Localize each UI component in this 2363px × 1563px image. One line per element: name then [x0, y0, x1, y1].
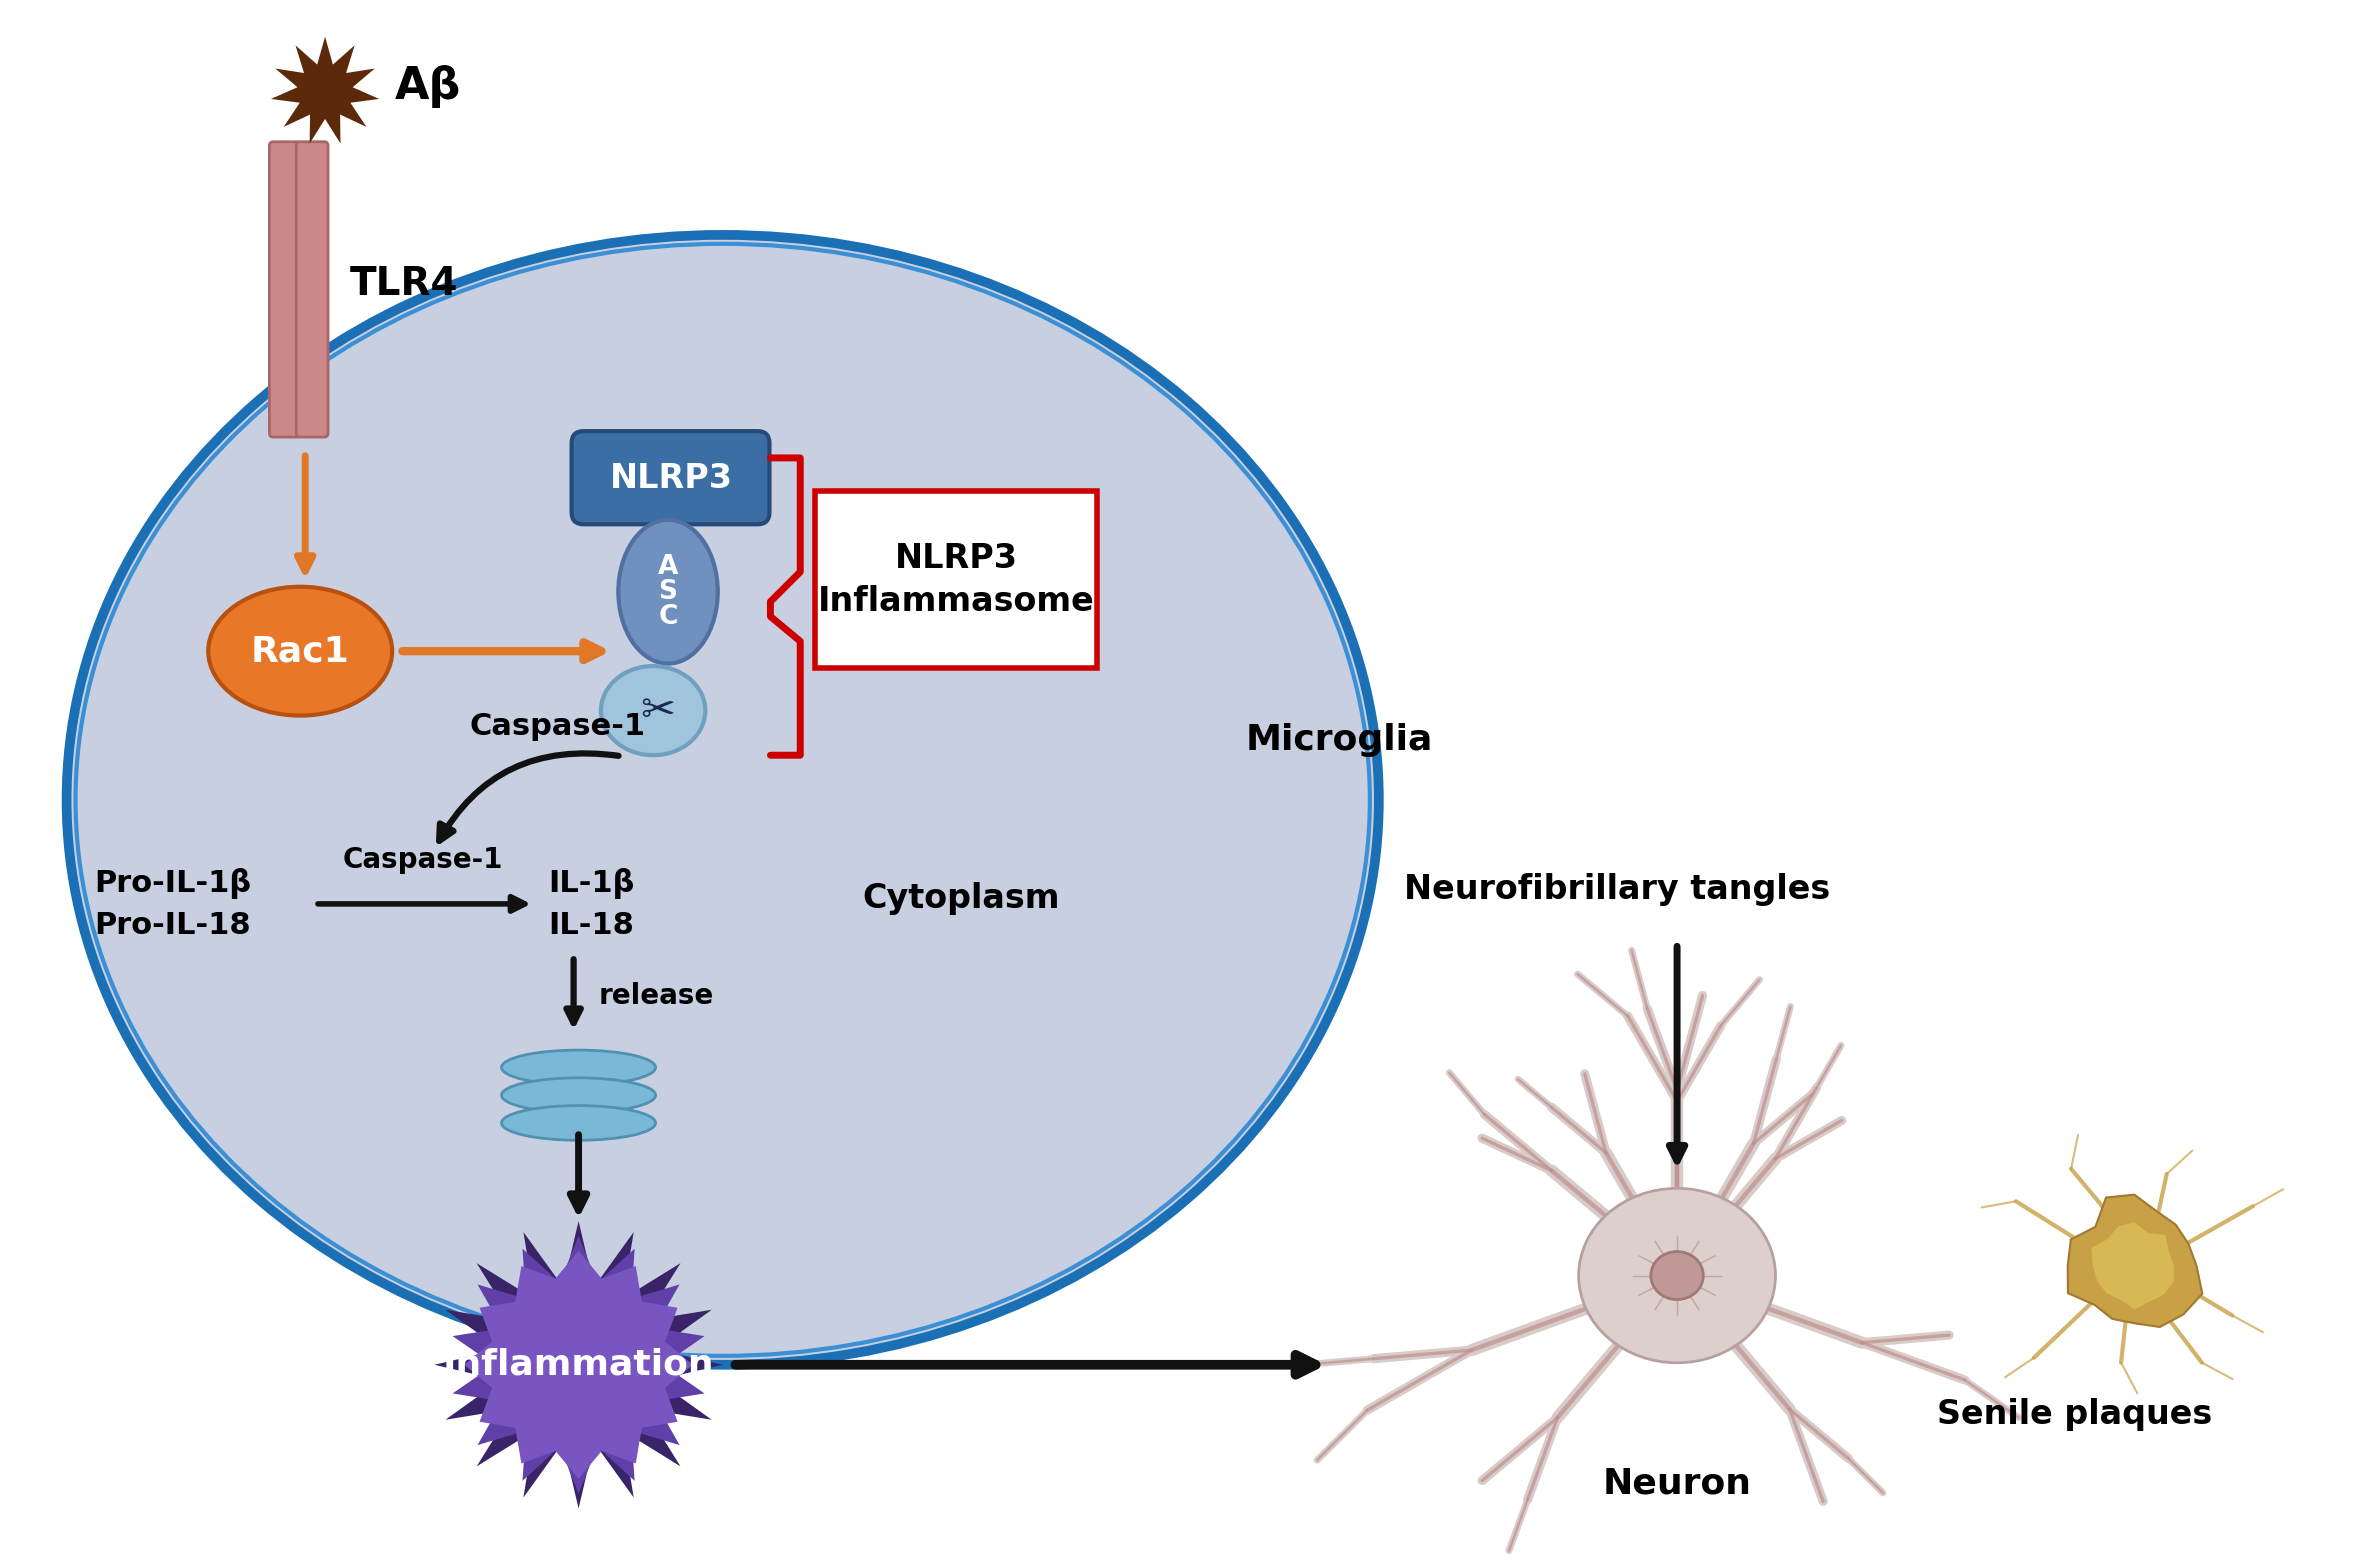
Ellipse shape [501, 1050, 655, 1085]
Text: Pro-IL-1β
Pro-IL-18: Pro-IL-1β Pro-IL-18 [95, 867, 250, 939]
Polygon shape [2068, 1194, 2202, 1327]
Text: A
S
C: A S C [657, 553, 678, 630]
Text: Neurofibrillary tangles: Neurofibrillary tangles [1404, 872, 1831, 905]
Text: Inflammation: Inflammation [442, 1347, 714, 1382]
Text: Cytoplasm: Cytoplasm [862, 883, 1061, 916]
Text: Microglia: Microglia [1245, 724, 1432, 758]
Ellipse shape [619, 520, 718, 664]
Polygon shape [2091, 1222, 2174, 1310]
Ellipse shape [1652, 1252, 1704, 1299]
Ellipse shape [208, 586, 392, 716]
FancyBboxPatch shape [295, 142, 328, 438]
Text: Rac1: Rac1 [250, 635, 350, 667]
FancyBboxPatch shape [269, 142, 300, 438]
Polygon shape [272, 36, 378, 144]
Text: ✂: ✂ [640, 689, 676, 731]
Text: NLRP3: NLRP3 [610, 463, 733, 495]
Text: TLR4: TLR4 [350, 266, 458, 303]
Text: Neuron: Neuron [1602, 1466, 1751, 1500]
Ellipse shape [66, 234, 1380, 1364]
Text: NLRP3
Inflammasome: NLRP3 Inflammasome [818, 542, 1094, 617]
Ellipse shape [600, 666, 704, 755]
Text: Caspase-1: Caspase-1 [343, 846, 503, 874]
Text: Caspase-1: Caspase-1 [470, 713, 645, 741]
FancyBboxPatch shape [572, 431, 770, 524]
Text: Aβ: Aβ [395, 64, 461, 108]
Ellipse shape [501, 1105, 655, 1141]
FancyBboxPatch shape [815, 491, 1096, 667]
Ellipse shape [1578, 1188, 1775, 1363]
Ellipse shape [501, 1078, 655, 1113]
Polygon shape [454, 1236, 704, 1494]
Polygon shape [463, 1250, 692, 1479]
Text: release: release [598, 982, 714, 1010]
Text: Senile plaques: Senile plaques [1938, 1397, 2212, 1430]
Text: IL-1β
IL-18: IL-1β IL-18 [548, 867, 636, 939]
Polygon shape [435, 1221, 723, 1508]
